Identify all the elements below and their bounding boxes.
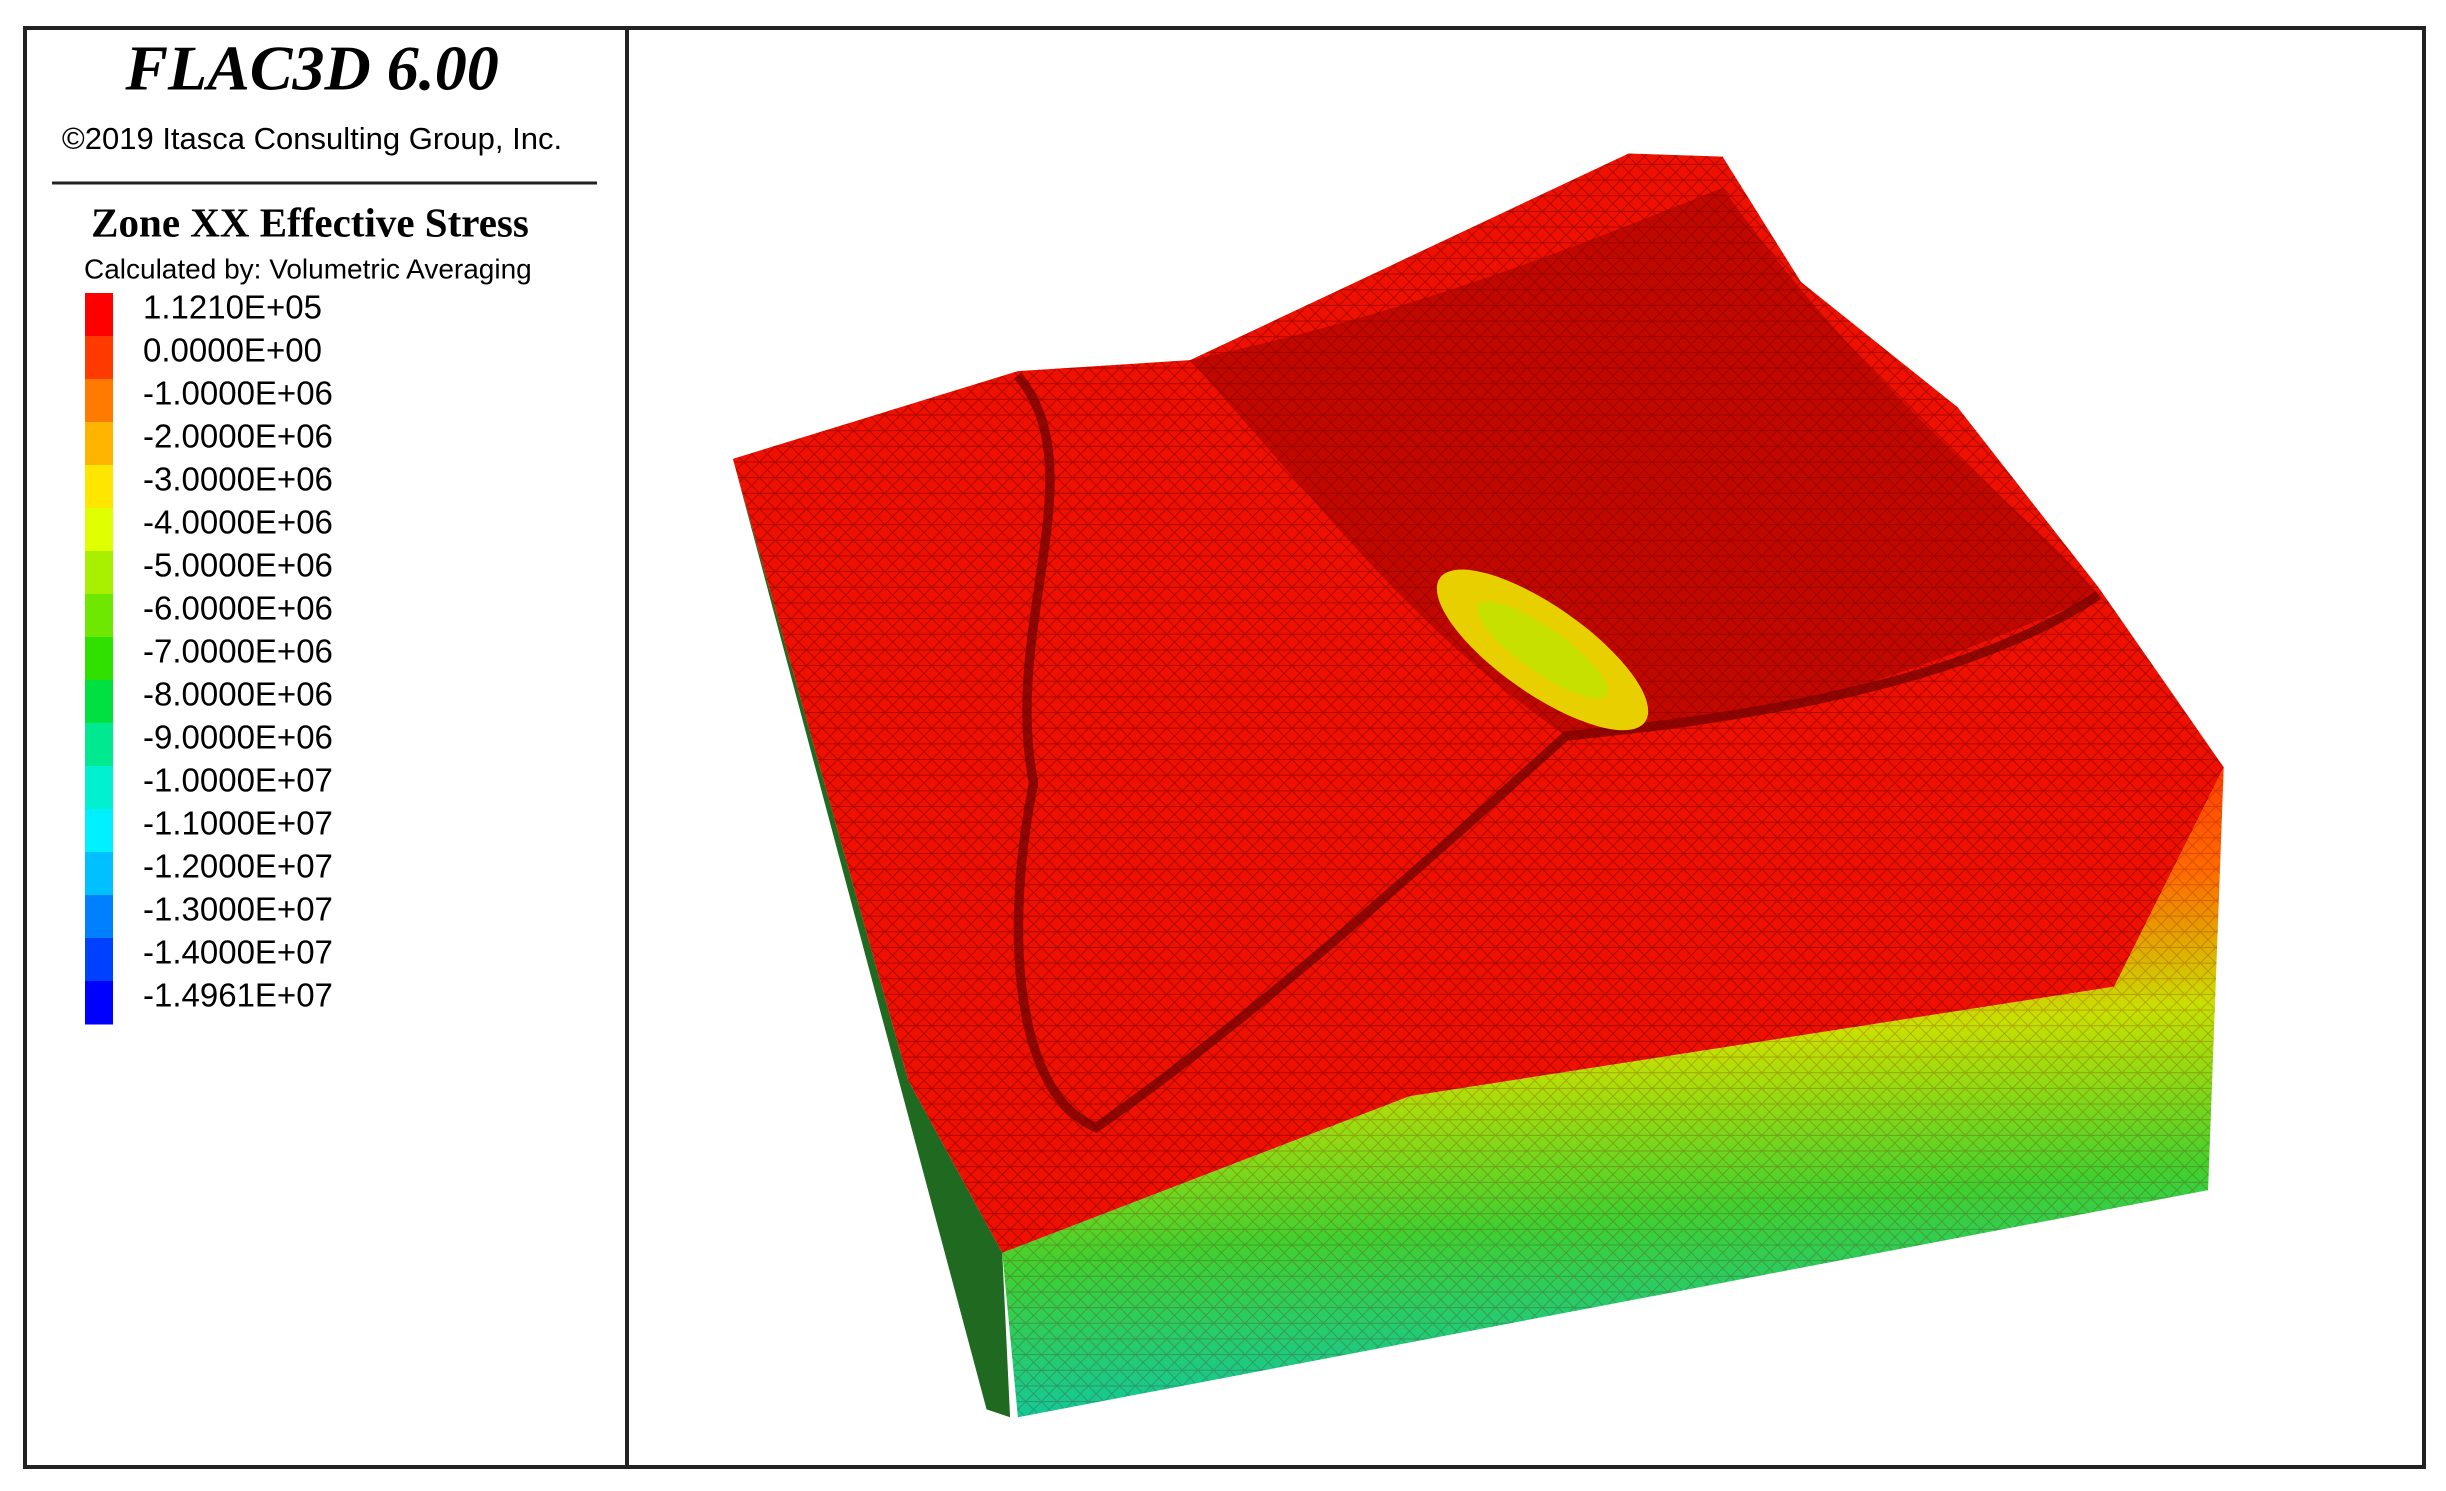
- legend-label: -6.0000E+06: [143, 590, 333, 627]
- legend-label: -2.0000E+06: [143, 418, 333, 455]
- legend-label: -1.1000E+07: [143, 805, 333, 842]
- legend-swatch: [85, 293, 113, 337]
- legend-label: -8.0000E+06: [143, 676, 333, 713]
- legend-swatch: [85, 379, 113, 423]
- legend: 1.1210E+05 0.0000E+00 -1.0000E+06 -2.0000E+…: [85, 289, 333, 1025]
- app-title: FLAC3D 6.00: [124, 33, 498, 104]
- pit-center: [1477, 601, 1608, 699]
- model-view: [732, 153, 2224, 1418]
- legend-swatch: [85, 852, 113, 896]
- legend-swatch: [85, 981, 113, 1025]
- legend-label: -1.0000E+07: [143, 762, 333, 799]
- legend-label: -1.4000E+07: [143, 934, 333, 971]
- legend-label: -4.0000E+06: [143, 504, 333, 541]
- legend-swatch: [85, 938, 113, 982]
- legend-swatch: [85, 809, 113, 853]
- model-top-mesh: [732, 153, 2224, 1253]
- terrain-rough: [1190, 187, 2099, 737]
- legend-label: -5.0000E+06: [143, 547, 333, 584]
- terrain-ridge: [1013, 372, 2102, 1133]
- legend-subtitle: Calculated by: Volumetric Averaging: [84, 253, 532, 284]
- legend-swatch: [85, 594, 113, 638]
- legend-label: -7.0000E+06: [143, 633, 333, 670]
- legend-label: -1.3000E+07: [143, 891, 333, 928]
- legend-label: -9.0000E+06: [143, 719, 333, 756]
- legend-label: -1.2000E+07: [143, 848, 333, 885]
- legend-label: 1.1210E+05: [143, 289, 322, 326]
- legend-label: -1.4961E+07: [143, 977, 333, 1014]
- legend-swatch: [85, 422, 113, 466]
- legend-swatch: [85, 551, 113, 595]
- legend-swatch: [85, 637, 113, 681]
- legend-label: -1.0000E+06: [143, 375, 333, 412]
- legend-swatch: [85, 895, 113, 939]
- legend-swatch: [85, 336, 113, 380]
- legend-swatch: [85, 465, 113, 509]
- legend-label: 0.0000E+00: [143, 332, 322, 369]
- legend-title: Zone XX Effective Stress: [91, 199, 529, 245]
- copyright: ©2019 Itasca Consulting Group, Inc.: [62, 121, 562, 156]
- legend-swatch: [85, 723, 113, 767]
- model-left-face: [732, 458, 1011, 1418]
- legend-swatch: [85, 680, 113, 724]
- model-front-mesh: [1002, 767, 2224, 1418]
- legend-swatch: [85, 508, 113, 552]
- legend-label: -3.0000E+06: [143, 461, 333, 498]
- legend-swatch: [85, 766, 113, 810]
